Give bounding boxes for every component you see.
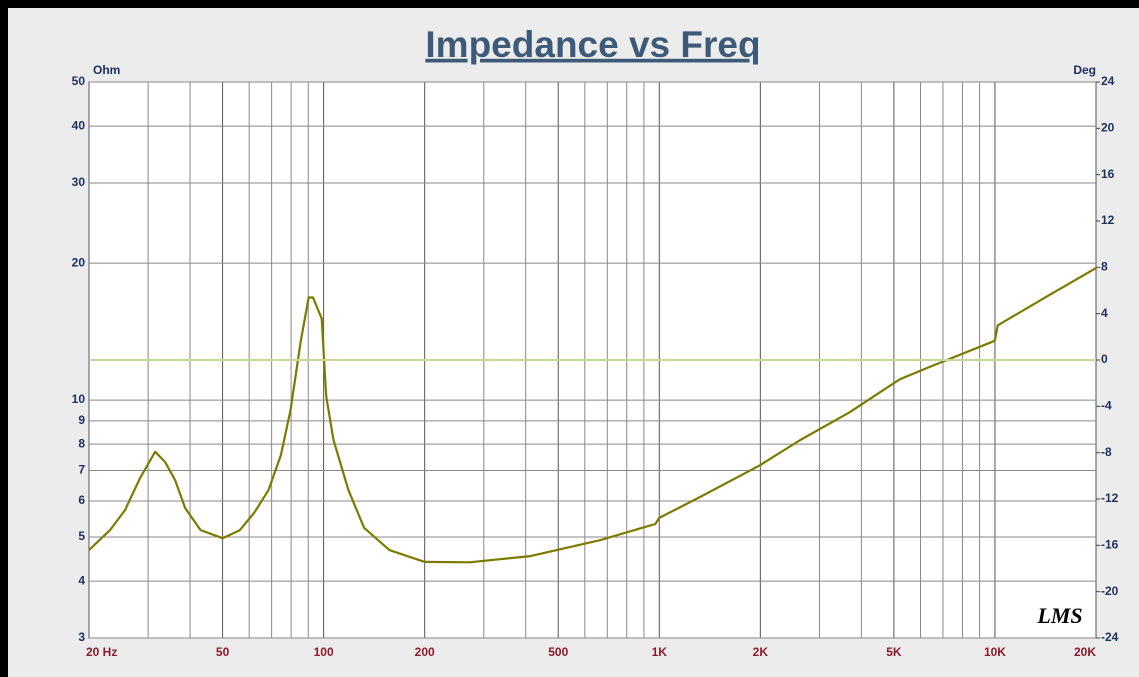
y-tick-label: 5 bbox=[78, 529, 85, 543]
y2-tick-label: 12 bbox=[1101, 213, 1115, 227]
y-tick-label: 7 bbox=[78, 463, 85, 477]
x-tick-label: 200 bbox=[415, 645, 435, 659]
y2-tick-label: 20 bbox=[1101, 121, 1115, 135]
x-tick-label: 50 bbox=[216, 645, 230, 659]
y-tick-label: 20 bbox=[72, 255, 86, 269]
logo: LMS bbox=[1036, 603, 1082, 628]
x-tick-label: 100 bbox=[314, 645, 334, 659]
chart-title: Impedance vs Freq bbox=[425, 24, 760, 65]
y2-tick-label: 4 bbox=[1101, 306, 1108, 320]
x-tick-label: 2K bbox=[753, 645, 769, 659]
y-tick-label: 9 bbox=[78, 413, 85, 427]
y-tick-label: 30 bbox=[72, 175, 86, 189]
y2-tick-label: 24 bbox=[1101, 74, 1115, 88]
y2-axis-label: Deg bbox=[1073, 63, 1096, 77]
x-tick-label: 10K bbox=[984, 645, 1006, 659]
y-tick-label: 6 bbox=[78, 493, 85, 507]
y2-tick-label: -24 bbox=[1101, 630, 1119, 644]
x-tick-label: 20 Hz bbox=[86, 645, 117, 659]
y-tick-label: 8 bbox=[78, 436, 85, 450]
x-tick-label: 1K bbox=[652, 645, 668, 659]
y-tick-label: 50 bbox=[72, 74, 86, 88]
y2-tick-label: 16 bbox=[1101, 167, 1115, 181]
y2-tick-label: -20 bbox=[1101, 584, 1119, 598]
y2-tick-label: -8 bbox=[1101, 445, 1112, 459]
y-tick-label: 4 bbox=[78, 573, 85, 587]
x-tick-label: 20K bbox=[1074, 645, 1096, 659]
frame-left bbox=[0, 0, 8, 677]
y-tick-label: 10 bbox=[72, 392, 86, 406]
x-tick-label: 500 bbox=[548, 645, 568, 659]
y-tick-label: 40 bbox=[72, 118, 86, 132]
x-tick-label: 5K bbox=[886, 645, 902, 659]
y2-tick-label: -16 bbox=[1101, 538, 1119, 552]
y2-tick-label: -12 bbox=[1101, 491, 1119, 505]
y-axis-label: Ohm bbox=[93, 63, 120, 77]
y-tick-label: 3 bbox=[78, 630, 85, 644]
impedance-line bbox=[88, 267, 1097, 564]
y2-tick-label: 0 bbox=[1101, 352, 1108, 366]
y2-tick-label: -4 bbox=[1101, 399, 1112, 413]
y2-tick-label: 8 bbox=[1101, 260, 1108, 274]
frame-top bbox=[0, 0, 1139, 8]
